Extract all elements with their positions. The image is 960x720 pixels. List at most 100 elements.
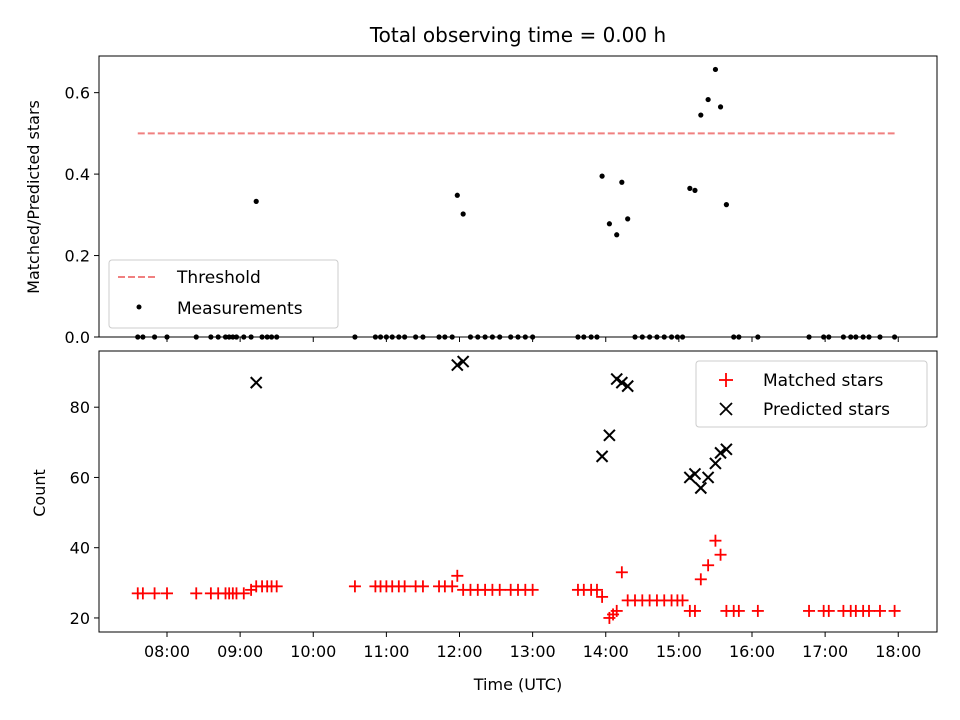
bottom-xtick-label: 08:00: [144, 642, 190, 661]
top-panel: Total observing time = 0.00 h Matched/Pr…: [24, 23, 938, 347]
predicted-point: [688, 467, 702, 481]
matched-point: [709, 534, 722, 547]
predicted-point: [709, 457, 722, 470]
matched-point: [190, 587, 203, 600]
matched-point: [148, 587, 161, 600]
predicted-points: [250, 355, 733, 495]
bottom-xlabel: Time (UTC): [473, 675, 562, 694]
matched-point: [732, 604, 745, 617]
predicted-point: [451, 358, 464, 372]
predicted-point: [694, 481, 708, 495]
bottom-legend-box: [695, 360, 928, 428]
bottom-ylabel: Count: [30, 469, 49, 517]
measurement-point: [687, 185, 693, 191]
predicted-point: [621, 379, 634, 393]
measurement-point: [723, 202, 730, 208]
bottom-xtick-label: 15:00: [656, 642, 702, 661]
measurement-point: [619, 179, 625, 185]
bottom-xtick-label: 11:00: [363, 642, 409, 661]
matched-point: [451, 569, 464, 582]
predicted-point: [720, 443, 733, 456]
legend-threshold-label: Threshold: [176, 268, 261, 288]
legend-matched-label: Matched stars: [763, 371, 883, 391]
matched-point: [888, 604, 901, 617]
predicted-point: [250, 376, 263, 389]
matched-point: [270, 580, 283, 593]
matched-point: [237, 587, 250, 600]
predicted-point: [603, 429, 616, 442]
matched-points: [131, 534, 901, 624]
bottom-xtick-label: 16:00: [729, 642, 775, 661]
top-legend-box: [108, 259, 339, 329]
predicted-point: [714, 446, 727, 460]
matched-point: [446, 580, 459, 593]
matched-point: [493, 583, 506, 596]
measurement-point: [712, 66, 719, 73]
top-legend: Threshold Measurements: [108, 259, 339, 329]
predicted-point: [595, 450, 609, 463]
top-ytick-label: 0.2: [65, 247, 90, 266]
top-ytick-label: 0.0: [65, 328, 90, 347]
legend-measurement-dot-icon: [136, 304, 142, 310]
bottom-xtick-label: 13:00: [510, 642, 556, 661]
top-ytick-label: 0.4: [65, 165, 90, 184]
bottom-ytick-label: 20: [70, 609, 90, 628]
matched-point: [615, 566, 628, 579]
matched-point: [526, 583, 539, 596]
matched-point: [822, 604, 835, 617]
matched-point: [751, 604, 764, 617]
bottom-xtick-label: 18:00: [875, 642, 921, 661]
top-ytick-label: 0.6: [65, 84, 90, 103]
matched-point: [398, 580, 411, 593]
top-title: Total observing time = 0.00 h: [369, 23, 666, 47]
measurement-point: [705, 96, 711, 103]
matched-point: [873, 604, 886, 617]
measurement-point: [606, 221, 613, 227]
matched-point: [702, 559, 715, 572]
matched-point: [862, 604, 875, 617]
measurement-point: [454, 192, 460, 198]
measurement-point: [614, 232, 620, 238]
matched-point: [688, 604, 701, 617]
matched-point: [610, 604, 623, 617]
matched-point: [676, 594, 689, 607]
bottom-xtick-label: 17:00: [802, 642, 848, 661]
legend-measurements-label: Measurements: [177, 299, 303, 319]
top-axes-frame: [98, 55, 938, 338]
bottom-x-ticks: 08:00 09:00 10:00 11:00 12:00 13:00 14:00 15:00…: [144, 632, 921, 661]
bottom-ytick-label: 60: [70, 468, 90, 487]
bottom-y-ticks: 20 40 60 80: [70, 398, 99, 628]
bottom-xtick-label: 09:00: [217, 642, 263, 661]
measurement-point: [698, 112, 704, 118]
measurement-point: [692, 187, 698, 193]
bottom-ytick-label: 80: [70, 398, 90, 417]
matched-point: [416, 580, 429, 593]
matched-point: [136, 587, 149, 600]
bottom-xtick-label: 14:00: [583, 642, 629, 661]
matched-point: [590, 583, 603, 596]
matched-point: [803, 604, 816, 617]
bottom-xtick-label: 12:00: [436, 642, 482, 661]
matched-point: [714, 548, 727, 561]
matched-point: [694, 573, 707, 586]
legend-plus-marker-icon: [719, 373, 733, 387]
predicted-point: [701, 471, 715, 484]
bottom-legend: Matched stars Predicted stars: [695, 360, 928, 428]
top-y-ticks: 0.0 0.2 0.4 0.6: [65, 84, 99, 347]
top-ylabel: Matched/Predicted stars: [24, 100, 43, 294]
measurement-point: [253, 198, 259, 204]
matched-point: [161, 587, 174, 600]
bottom-panel: Count Time (UTC) 20 40 60 80 08:00 09:00 10:0…: [30, 350, 938, 694]
measurement-point: [599, 173, 605, 179]
matched-point: [348, 580, 361, 593]
predicted-point: [615, 376, 629, 389]
bottom-xtick-label: 10:00: [290, 642, 336, 661]
predicted-point: [456, 355, 470, 368]
bottom-ytick-label: 40: [70, 539, 90, 558]
legend-x-marker-icon: [719, 402, 733, 416]
legend-predicted-label: Predicted stars: [763, 400, 890, 420]
measurement-point: [717, 104, 724, 110]
measurement-point: [460, 211, 466, 217]
matched-point: [596, 590, 609, 603]
